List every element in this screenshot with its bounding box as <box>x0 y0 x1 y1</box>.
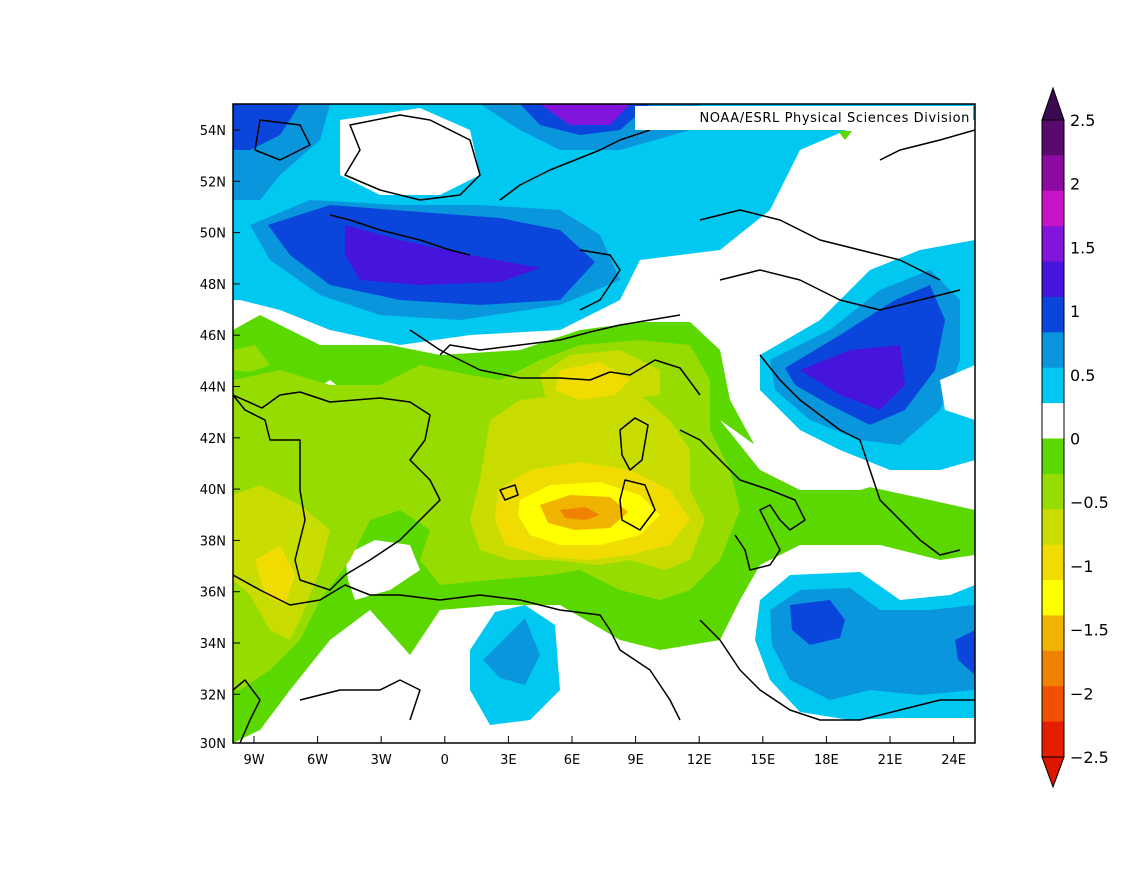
credit-text: NOAA/ESRL Physical Sciences Division <box>699 111 970 126</box>
plot-frame <box>232 103 976 744</box>
lat-tick-label: 36N <box>200 586 226 601</box>
colorbar-segment <box>1042 332 1064 369</box>
lat-tick-label: 42N <box>200 432 226 447</box>
contour-pos-north-0.5b <box>340 108 480 195</box>
colorbar-segment <box>1042 615 1064 652</box>
lon-tick-label: 9W <box>243 753 264 768</box>
lon-tick-label: 3E <box>500 753 517 768</box>
colorbar-segment <box>1042 544 1064 581</box>
contour-pos-libya-1.0 <box>790 600 845 645</box>
colorbar-frame <box>1041 119 1065 758</box>
colorbar-bottom-arrow <box>1041 756 1065 789</box>
lat-tick-label: 54N <box>200 124 226 139</box>
colorbar-label: −1 <box>1070 557 1094 576</box>
lon-tick-label: 6W <box>307 753 328 768</box>
contour-pos-north-1.0b <box>233 104 300 150</box>
contour-pos-libya-1.0b <box>955 630 975 675</box>
lat-tick-label: 52N <box>200 175 226 190</box>
contour-pos-tunisia-0.75 <box>483 618 540 685</box>
lon-tick-label: 18E <box>814 753 839 768</box>
colorbar-segment <box>1042 296 1064 333</box>
colorbar-segment <box>1042 650 1064 687</box>
colorbar-segment <box>1042 261 1064 298</box>
contour-white-hole-balkans <box>940 365 975 420</box>
lat-tick-label: 48N <box>200 278 226 293</box>
lon-tick-label: 21E <box>878 753 903 768</box>
lat-tick-label: 46N <box>200 329 226 344</box>
colorbar-label: 1 <box>1070 302 1080 321</box>
lon-tick-label: 12E <box>687 753 712 768</box>
contour-pos-north-1.25 <box>345 225 540 285</box>
latitude-axis: 54N 52N 50N 48N 46N 44N 42N 40N 38N 36N 34N 32N 30N <box>200 124 240 752</box>
contour-neg-1.25-iberia <box>255 545 295 605</box>
coastlines <box>233 114 975 743</box>
colorbar: 2.5 2 1.5 1 0.5 0 −0.5 −1 −1.5 −2 −2.5 <box>1041 86 1109 789</box>
contour-white-hole-alboran <box>345 540 420 600</box>
colorbar-segment <box>1042 580 1064 616</box>
colorbar-label: 0.5 <box>1070 366 1095 385</box>
lon-tick-label: 9E <box>627 753 644 768</box>
colorbar-segment <box>1042 155 1064 192</box>
colorbar-segment <box>1042 438 1064 475</box>
colorbar-segment <box>1042 190 1064 227</box>
lon-tick-label: 6E <box>564 753 581 768</box>
colorbar-label: −2 <box>1070 684 1094 703</box>
lat-tick-label: 34N <box>200 637 226 652</box>
lon-tick-label: 0 <box>441 753 449 768</box>
credit-marker <box>838 131 852 140</box>
colorbar-segment <box>1042 367 1064 404</box>
lat-tick-label: 44N <box>200 381 226 396</box>
contour-neg-0.75-patch <box>233 345 270 372</box>
longitude-axis: 9W 6W 3W 0 3E 6E 9E 12E 15E 18E 21E 24E <box>243 736 966 768</box>
colorbar-label: 2 <box>1070 175 1080 194</box>
contour-neg-2.0 <box>560 507 600 520</box>
colorbar-label: −1.5 <box>1070 621 1109 640</box>
colorbar-segment <box>1042 686 1064 723</box>
colorbar-top-arrow <box>1041 86 1065 121</box>
contour-fields <box>233 104 975 743</box>
colorbar-segment <box>1042 473 1064 510</box>
colorbar-segment <box>1042 509 1064 546</box>
credit-box <box>635 106 973 130</box>
colorbar-segment <box>1042 120 1064 156</box>
colorbar-label: 0 <box>1070 430 1080 449</box>
colorbar-segment <box>1042 403 1064 439</box>
colorbar-segment <box>1042 721 1064 758</box>
lat-tick-label: 38N <box>200 534 226 549</box>
contour-pos-north-1.5 <box>540 104 630 125</box>
lat-tick-label: 40N <box>200 483 226 498</box>
lat-tick-label: 32N <box>200 688 226 703</box>
colorbar-label: −0.5 <box>1070 493 1109 512</box>
contour-white-hole-tyrrhenian <box>720 420 900 490</box>
lon-tick-label: 3W <box>371 753 392 768</box>
lat-tick-label: 30N <box>200 737 226 752</box>
lat-tick-label: 50N <box>200 227 226 242</box>
contour-pos-balkans-1.25 <box>800 345 905 410</box>
colorbar-label: −2.5 <box>1070 748 1109 767</box>
colorbar-segment <box>1042 226 1064 263</box>
lon-tick-label: 15E <box>750 753 775 768</box>
colorbar-label: 1.5 <box>1070 238 1095 257</box>
colorbar-label: 2.5 <box>1070 111 1095 130</box>
lon-tick-label: 24E <box>941 753 966 768</box>
